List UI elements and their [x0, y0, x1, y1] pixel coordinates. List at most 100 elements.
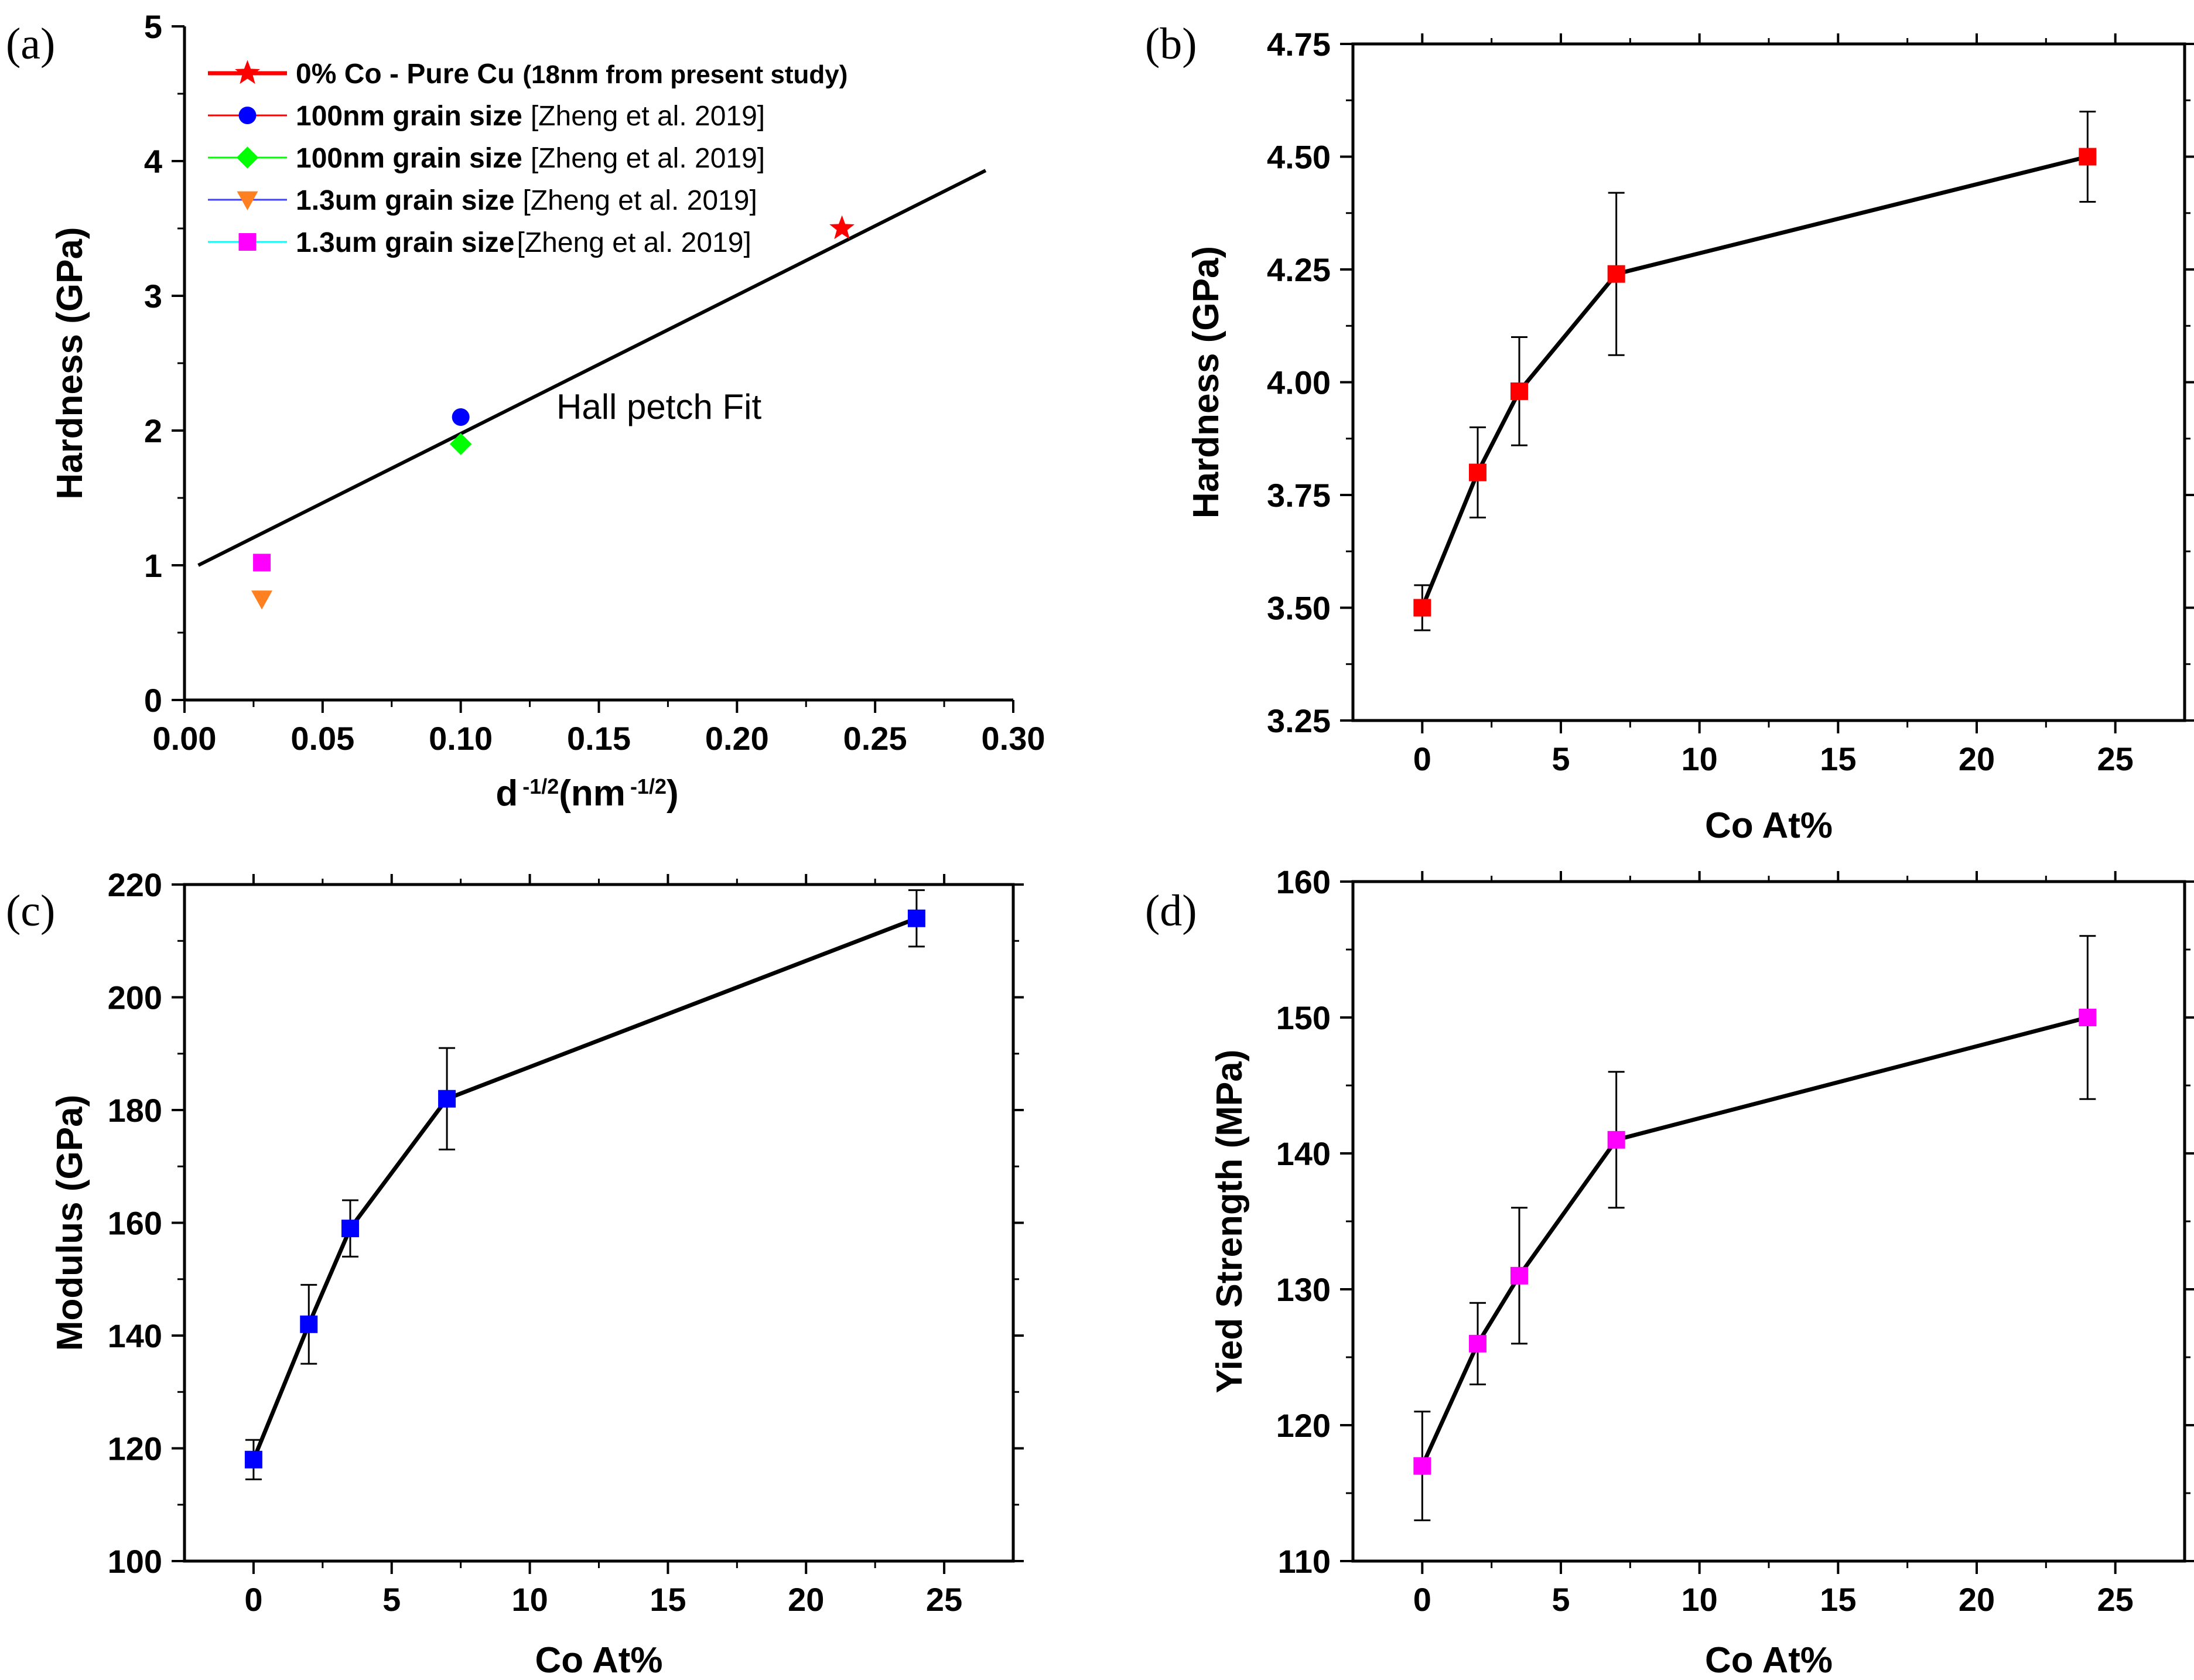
x-tick-label: 20 — [1959, 1581, 1995, 1618]
x-axis-label-superscript: -1/2 — [522, 774, 559, 798]
y-tick-label: 110 — [1278, 1543, 1331, 1580]
legend-reference: [Zheng et al. 2019] — [517, 227, 751, 258]
data-point — [341, 1220, 359, 1238]
data-point — [1469, 463, 1486, 482]
x-tick-label: 25 — [2097, 1581, 2134, 1618]
data-point — [2079, 1009, 2097, 1026]
y-tick-label: 2 — [144, 412, 162, 449]
x-tick-label: 0.15 — [567, 720, 631, 757]
x-tick-label: 0.00 — [153, 720, 217, 757]
y-axis-label: Hardness (GPa) — [1186, 246, 1226, 518]
x-axis-label: Co At% — [1705, 1640, 1833, 1680]
x-tick-label: 0.25 — [843, 720, 907, 757]
x-tick-label: 0 — [244, 1581, 262, 1618]
panel-label: (c) — [6, 886, 55, 935]
x-axis-label: Co At% — [535, 1640, 662, 1680]
x-tick-label: 15 — [1820, 1581, 1856, 1618]
panel-d: 0 5 10 15 20 25 110 120 130 140 150 160 (d) Yied Stre… — [1145, 863, 2194, 1680]
y-tick-label: 100 — [108, 1543, 162, 1580]
series-line — [1420, 1015, 2089, 1467]
y-axis-label: Modulus (GPa) — [50, 1095, 90, 1351]
x-axis-label: d -1/2(nm -1/2) — [495, 773, 678, 814]
data-point — [1510, 382, 1528, 400]
x-axis-label-superscript: -1/2 — [630, 774, 667, 798]
x-tick-label: 10 — [1682, 1581, 1718, 1618]
legend-entry: 0% Co - Pure Cu (18nm from present study) — [296, 59, 847, 90]
y-tick-label: 180 — [108, 1092, 162, 1129]
legend-label: 1.3um grain size — [296, 185, 514, 216]
y-tick-label: 140 — [108, 1317, 162, 1354]
panel-label: (a) — [6, 19, 55, 69]
legend-reference: [Zheng et al. 2019] — [531, 101, 765, 132]
y-tick-label: 150 — [1276, 999, 1331, 1036]
legend-marker — [235, 60, 260, 84]
legend-entry: 100nm grain size [Zheng et al. 2019] — [296, 101, 765, 132]
legend-marker — [238, 107, 257, 124]
y-tick-label: 140 — [1276, 1135, 1331, 1172]
data-point — [251, 590, 273, 610]
legend-entry: 100nm grain size [Zheng et al. 2019] — [296, 143, 765, 174]
y-tick-label: 220 — [108, 866, 162, 903]
x-tick-label: 15 — [650, 1581, 686, 1618]
y-tick-label: 160 — [1276, 863, 1331, 900]
x-axis-label: Co At% — [1705, 805, 1833, 846]
y-tick-label: 4.00 — [1267, 364, 1331, 401]
legend-reference: (18nm from present study) — [522, 60, 847, 89]
y-axis-label: Hardness (GPa) — [50, 227, 90, 499]
y-tick-label: 3.25 — [1267, 702, 1331, 739]
x-tick-label: 20 — [1959, 740, 1995, 777]
x-tick-label: 10 — [511, 1581, 548, 1618]
data-point — [452, 408, 470, 426]
data-point — [1510, 1266, 1528, 1285]
legend-label: 0% Co - Pure Cu — [296, 59, 514, 90]
series-line — [251, 916, 918, 1461]
y-tick-label: 0 — [144, 682, 162, 719]
plot-frame — [1351, 42, 2186, 722]
y-tick-label: 160 — [108, 1205, 162, 1242]
data-point — [1413, 1457, 1431, 1475]
series-line — [1420, 155, 2089, 609]
data-point — [438, 1090, 456, 1108]
data-point — [1607, 265, 1625, 283]
x-tick-label: 0.10 — [429, 720, 493, 757]
x-tick-label: 15 — [1820, 740, 1856, 777]
data-point — [300, 1315, 318, 1333]
y-tick-label: 120 — [1276, 1407, 1331, 1444]
legend-reference: [Zheng et al. 2019] — [531, 143, 765, 174]
legend-reference: [Zheng et al. 2019] — [522, 185, 757, 216]
y-tick-label: 130 — [1276, 1271, 1331, 1308]
plot-frame — [183, 883, 1015, 1563]
panel-b: 0 5 10 15 20 25 3.25 3.50 3.75 4.00 4.25 4.50 4.75 (b… — [1145, 19, 2194, 846]
x-tick-label: 10 — [1682, 740, 1718, 777]
data-point — [1413, 599, 1431, 617]
x-tick-label: 0 — [1413, 740, 1431, 777]
plot-frame — [1351, 880, 2186, 1563]
panel-a: 0.00 0.05 0.10 0.15 0.20 0.25 0.30 0 1 2 3 4 5 (a) Har… — [6, 8, 1045, 814]
data-point — [2079, 148, 2097, 166]
panel-label: (d) — [1145, 886, 1197, 935]
legend-label: 1.3um grain size — [296, 227, 514, 258]
y-tick-label: 4.75 — [1267, 26, 1331, 63]
x-tick-label: 0.05 — [291, 720, 354, 757]
x-tick-label: 0 — [1413, 1581, 1431, 1618]
x-tick-label: 5 — [1551, 1581, 1570, 1618]
legend-label: 100nm grain size — [296, 101, 522, 132]
data-point — [253, 554, 271, 572]
x-axis-label-part: d — [495, 773, 518, 814]
x-tick-label: 0.30 — [982, 720, 1045, 757]
y-tick-label: 4.25 — [1267, 251, 1331, 288]
legend-marker — [237, 191, 258, 210]
x-tick-label: 5 — [382, 1581, 401, 1618]
y-tick-label: 120 — [108, 1430, 162, 1467]
y-tick-label: 200 — [108, 979, 162, 1016]
legend-marker — [238, 233, 257, 251]
legend-label: 100nm grain size — [296, 143, 522, 174]
y-axis-label: Yied Strength (MPa) — [1209, 1050, 1250, 1394]
data-point — [1469, 1334, 1486, 1353]
x-tick-label: 20 — [788, 1581, 824, 1618]
y-tick-label: 4 — [144, 143, 162, 180]
x-tick-label: 25 — [2097, 740, 2134, 777]
panel-c: 0 5 10 15 20 25 100 120 140 160 180 200 220 (c) Modulu… — [6, 866, 1024, 1680]
y-tick-label: 3.50 — [1267, 590, 1331, 627]
